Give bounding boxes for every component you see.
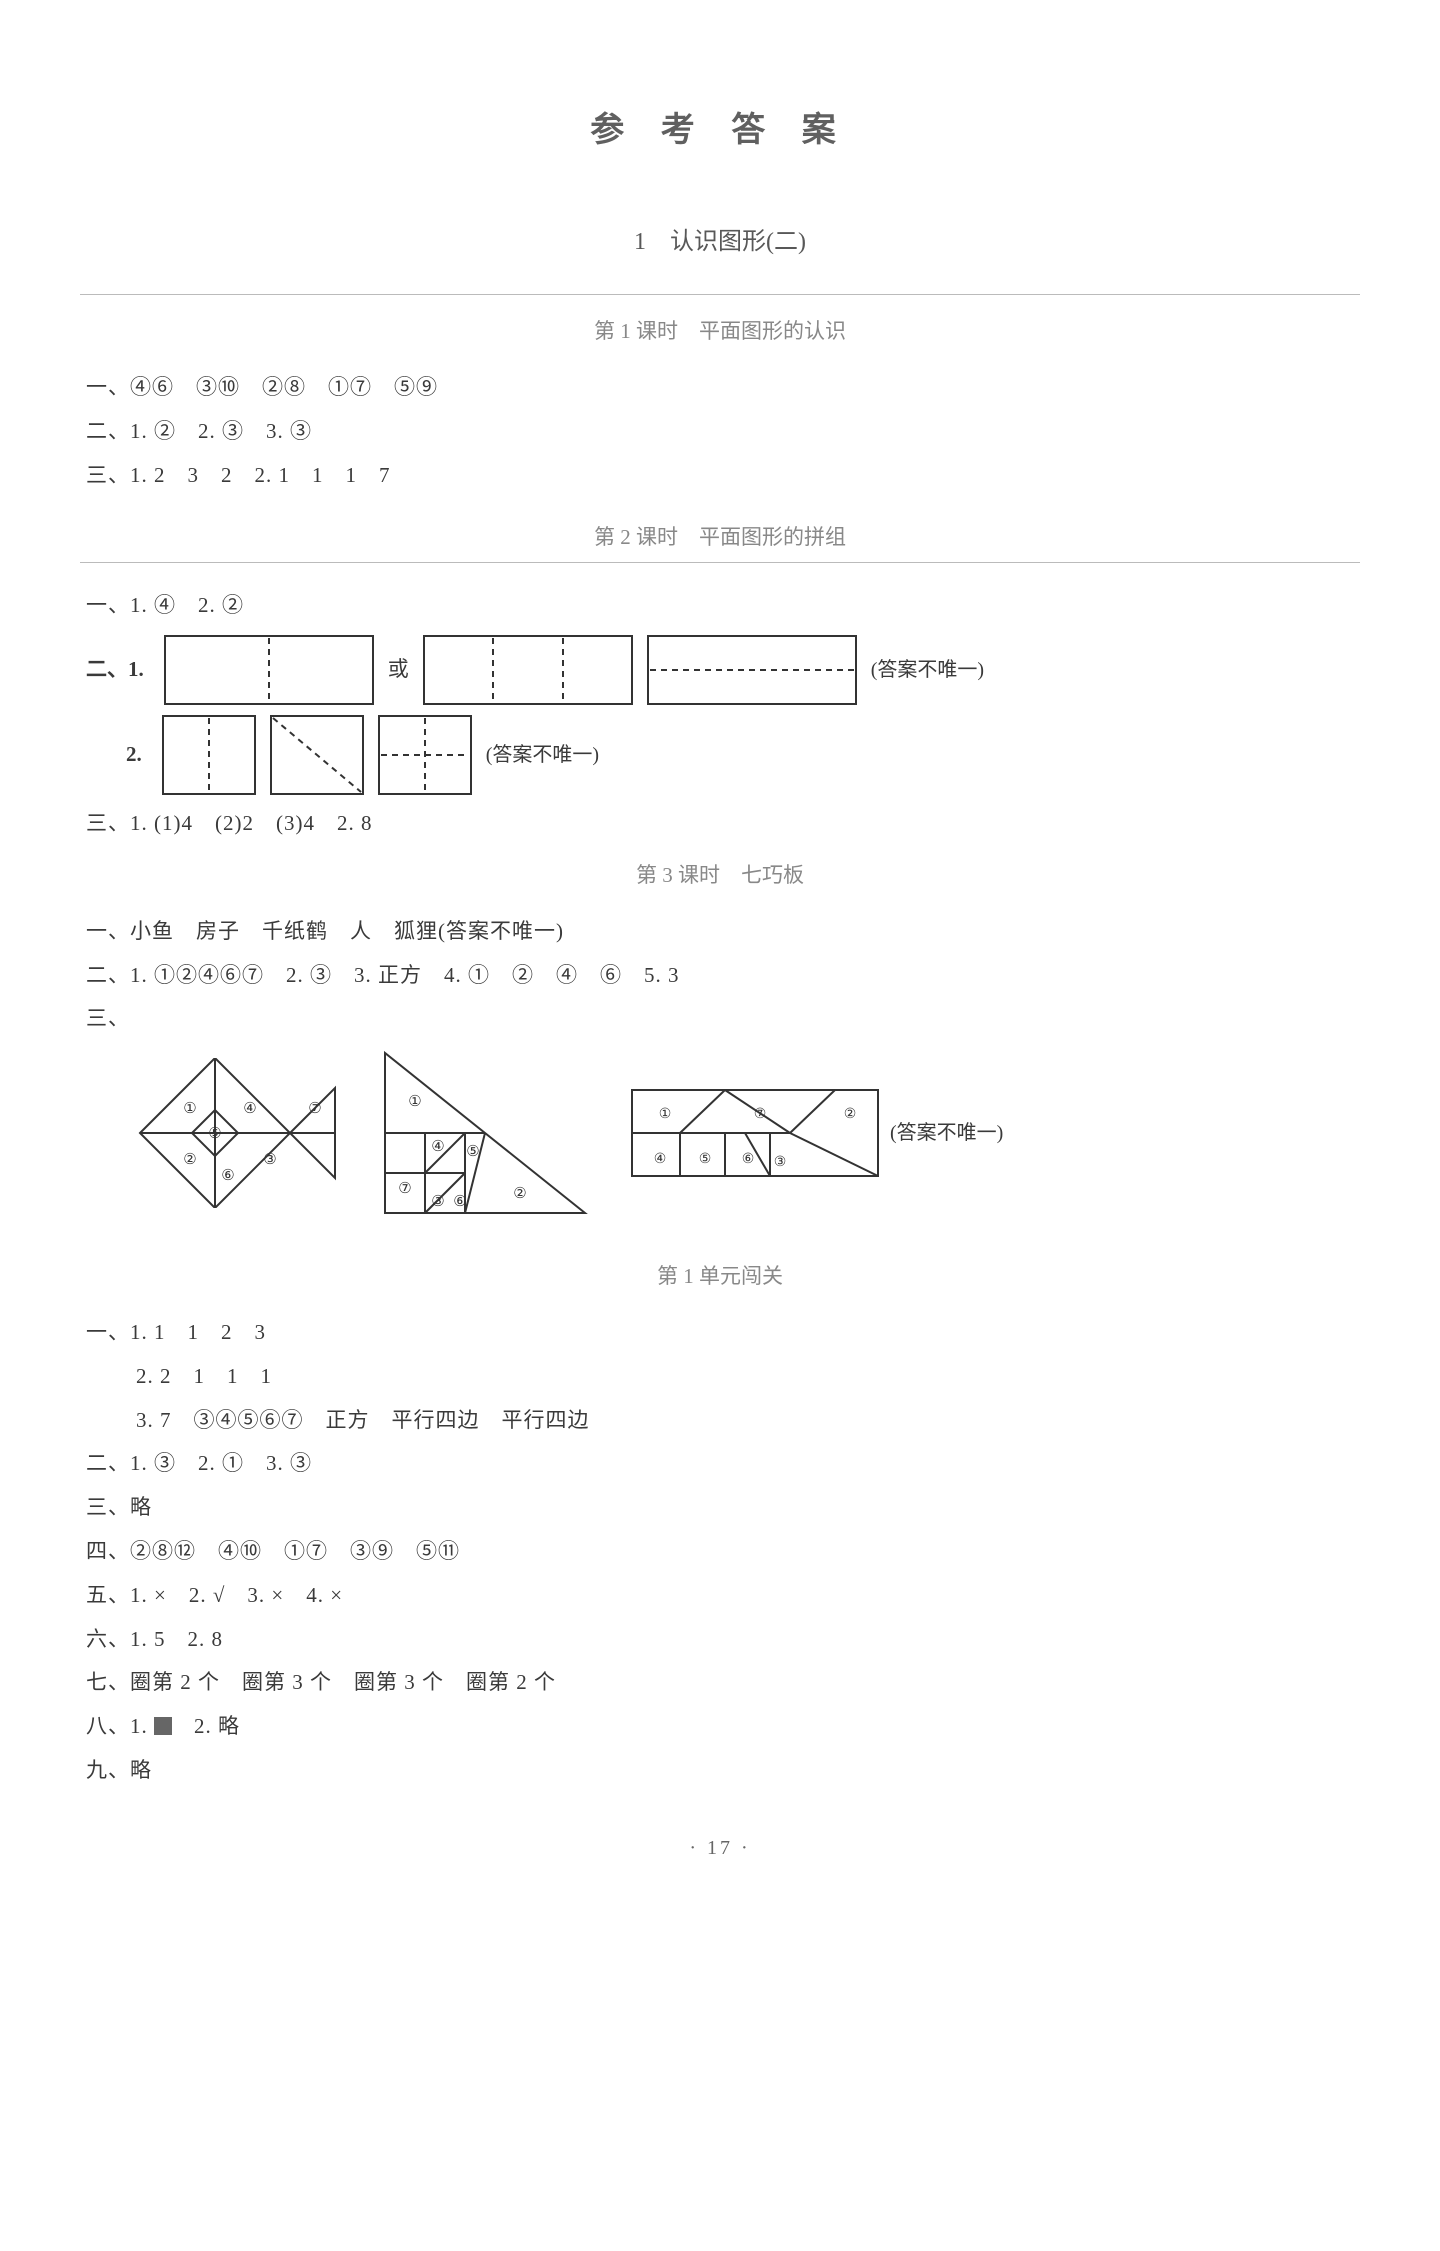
u1-q3: 三、略 bbox=[86, 1489, 1360, 1527]
lesson2-title: 第 2 课时 平面图形的拼组 bbox=[80, 519, 1360, 564]
fish-label-5: ⑤ bbox=[208, 1126, 221, 1142]
l2-q3: 三、1. (1)4 (2)2 (3)4 2. 8 bbox=[86, 805, 1360, 843]
tangram-triangle-icon: ① ② ③ ④ ⑤ ⑥ ⑦ bbox=[380, 1048, 590, 1218]
fish-label-2: ② bbox=[183, 1152, 196, 1168]
tri-label-1: ① bbox=[408, 1094, 421, 1110]
divider bbox=[80, 294, 1360, 295]
page-number: · 17 · bbox=[80, 1830, 1360, 1866]
u1-q7: 七、圈第 2 个 圈第 3 个 圈第 3 个 圈第 2 个 bbox=[86, 1664, 1360, 1702]
l2-note2: (答案不唯一) bbox=[486, 737, 599, 773]
rect-label-6: ⑥ bbox=[742, 1152, 755, 1167]
u1-q4: 四、②⑧⑫ ④⑩ ①⑦ ③⑨ ⑤⑪ bbox=[86, 1533, 1360, 1571]
square-split-diagonal-icon bbox=[270, 715, 364, 795]
tangram-rectangle-icon: ① ② ③ ④ ⑤ ⑥ ⑦ bbox=[630, 1088, 880, 1178]
tri-label-5: ⑤ bbox=[466, 1144, 479, 1160]
page-title: 参 考 答 案 bbox=[80, 100, 1360, 161]
fish-label-4: ④ bbox=[243, 1101, 256, 1117]
l1-q3: 三、1. 2 3 2 2. 1 1 1 7 bbox=[86, 457, 1360, 495]
rect-label-5: ⑤ bbox=[699, 1152, 712, 1167]
fish-label-3: ③ bbox=[263, 1152, 276, 1168]
rect-label-3: ③ bbox=[774, 1155, 787, 1170]
square-split-cross-icon bbox=[378, 715, 472, 795]
rect-label-4: ④ bbox=[654, 1152, 667, 1167]
u1-q6: 六、1. 5 2. 8 bbox=[86, 1621, 1360, 1659]
rect-label-7: ⑦ bbox=[754, 1107, 767, 1122]
tri-label-3: ③ bbox=[431, 1194, 444, 1210]
tri-label-6: ⑥ bbox=[453, 1194, 466, 1210]
l3-q1: 一、小鱼 房子 千纸鹤 人 狐狸(答案不唯一) bbox=[86, 913, 1360, 951]
rect-label-2: ② bbox=[844, 1107, 857, 1122]
l3-note: (答案不唯一) bbox=[890, 1115, 1003, 1151]
l1-q1: 一、④⑥ ③⑩ ②⑧ ①⑦ ⑤⑨ bbox=[86, 369, 1360, 407]
l2-note1: (答案不唯一) bbox=[871, 652, 984, 688]
u1-q5: 五、1. × 2. √ 3. × 4. × bbox=[86, 1577, 1360, 1615]
fish-label-7: ⑦ bbox=[308, 1101, 321, 1117]
l2-q2-label: 二、1. bbox=[86, 651, 144, 689]
l2-q2-row1: 二、1. 或 (答案不唯一) bbox=[86, 635, 1360, 705]
chapter-title: 1 认识图形(二) bbox=[80, 221, 1360, 264]
u1-q1-2: 2. 2 1 1 1 bbox=[136, 1358, 1360, 1396]
lesson1-title: 第 1 课时 平面图形的认识 bbox=[80, 313, 1360, 351]
fish-label-6: ⑥ bbox=[221, 1168, 234, 1184]
tri-label-7: ⑦ bbox=[398, 1181, 411, 1197]
unit1-title: 第 1 单元闯关 bbox=[80, 1258, 1360, 1296]
square-split-vertical-icon bbox=[162, 715, 256, 795]
l1-q2: 二、1. ② 2. ③ 3. ③ bbox=[86, 413, 1360, 451]
u1-q9: 九、略 bbox=[86, 1752, 1360, 1790]
l3-q3-label: 三、 bbox=[86, 1000, 1360, 1038]
l2-q2-row2: 2. (答案不唯一) bbox=[126, 715, 1360, 795]
l3-q2: 二、1. ①②④⑥⑦ 2. ③ 3. 正方 4. ① ② ④ ⑥ 5. 3 bbox=[86, 957, 1360, 995]
filled-square-icon bbox=[154, 1717, 172, 1735]
lesson3-title: 第 3 课时 七巧板 bbox=[80, 857, 1360, 895]
rect-split-horizontal-icon bbox=[647, 635, 857, 705]
rect-split-thirds-icon bbox=[423, 635, 633, 705]
rect-label-1: ① bbox=[659, 1107, 672, 1122]
u1-q2: 二、1. ③ 2. ① 3. ③ bbox=[86, 1445, 1360, 1483]
l2-q1: 一、1. ④ 2. ② bbox=[86, 587, 1360, 625]
u1-q8-suffix: 2. 略 bbox=[172, 1714, 240, 1738]
tangram-fish-icon: ① ② ③ ④ ⑤ ⑥ ⑦ bbox=[120, 1058, 340, 1208]
or-text: 或 bbox=[388, 651, 409, 689]
tri-label-2: ② bbox=[513, 1186, 526, 1202]
u1-q8-prefix: 八、1. bbox=[86, 1714, 154, 1738]
u1-q1-1: 一、1. 1 1 2 3 bbox=[86, 1314, 1360, 1352]
u1-q8: 八、1. 2. 略 bbox=[86, 1708, 1360, 1746]
rect-split-vertical-icon bbox=[164, 635, 374, 705]
l2-q2-2-label: 2. bbox=[126, 736, 142, 774]
fish-label-1: ① bbox=[183, 1101, 196, 1117]
u1-q1-3: 3. 7 ③④⑤⑥⑦ 正方 平行四边 平行四边 bbox=[136, 1402, 1360, 1440]
tri-label-4: ④ bbox=[431, 1139, 444, 1155]
l3-diagrams: ① ② ③ ④ ⑤ ⑥ ⑦ ① ② ③ ④ ⑤ ⑥ ⑦ bbox=[120, 1048, 1360, 1218]
